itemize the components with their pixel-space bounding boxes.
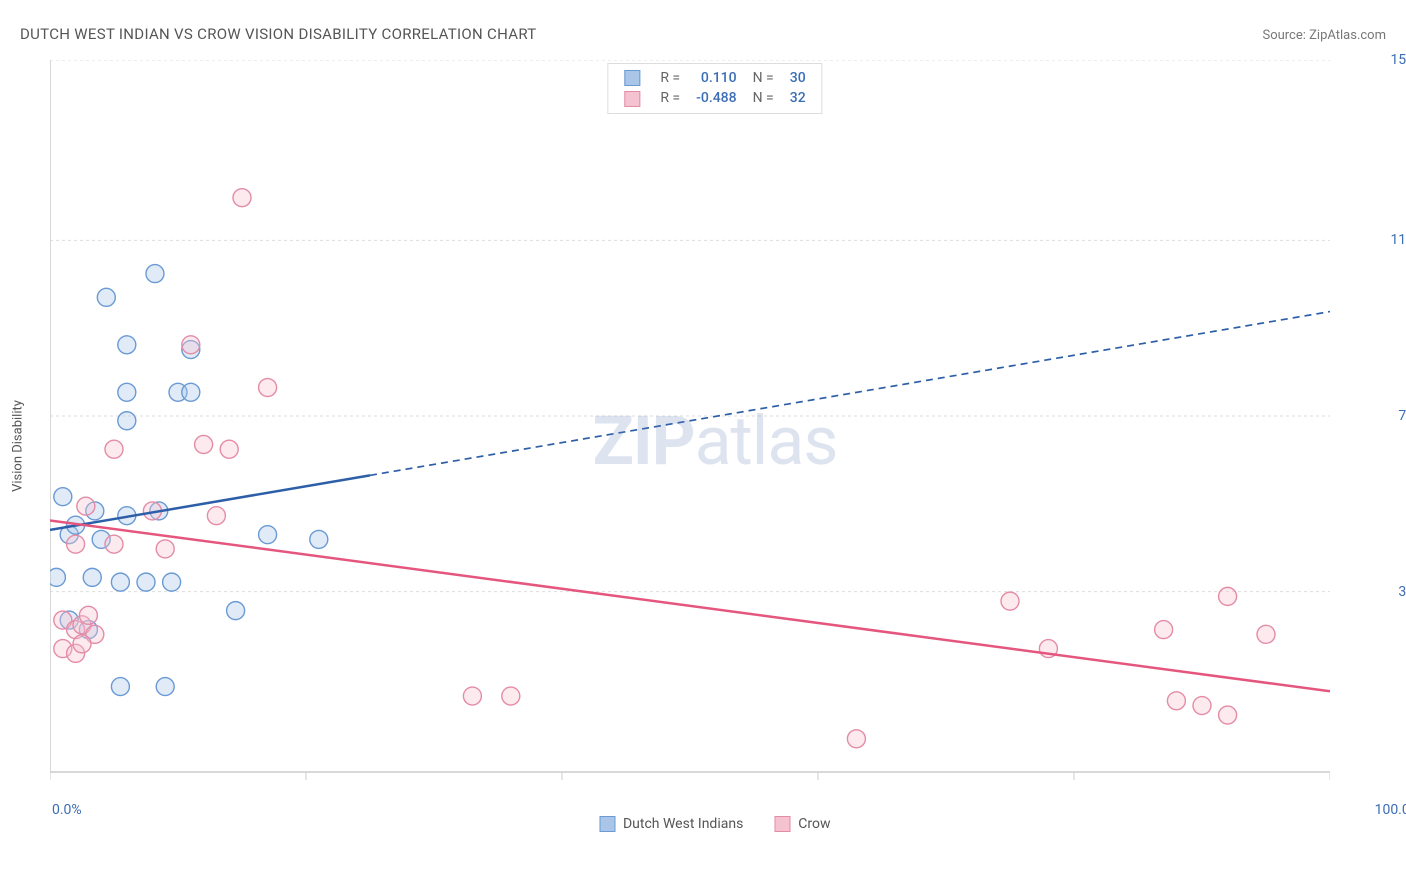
chart-title: DUTCH WEST INDIAN VS CROW VISION DISABIL… [20,25,537,43]
scatter-chart [50,60,1330,800]
legend-label: Dutch West Indians [623,816,743,832]
chart-container: ZIPatlas R = 0.110 N = 30 R = -0.488 N =… [50,60,1380,830]
legend-swatch-blue [624,70,640,86]
legend-label: Crow [798,816,830,832]
y-axis-label: Vision Disability [11,400,26,492]
source-attribution: Source: ZipAtlas.com [1262,28,1386,43]
n-value: 30 [782,68,814,88]
source-prefix: Source: [1262,28,1309,43]
y-tick-label: 11.2% [1390,232,1406,248]
n-label: N = [745,68,782,88]
legend-swatch-blue [599,816,615,832]
y-tick-label: 15.0% [1390,52,1406,68]
x-max-label: 100.0% [1375,802,1406,818]
r-label: R = [652,68,688,88]
legend-row: R = 0.110 N = 30 [616,68,813,88]
n-label: N = [745,88,782,108]
series-legend: Dutch West Indians Crow [585,816,844,832]
n-value: 32 [782,88,814,108]
y-tick-label: 3.8% [1398,584,1406,600]
legend-swatch-pink [775,816,791,832]
legend-item: Dutch West Indians [599,816,743,832]
legend-row: R = -0.488 N = 32 [616,88,813,108]
x-min-label: 0.0% [52,802,82,818]
r-label: R = [652,88,688,108]
y-tick-label: 7.5% [1398,408,1406,424]
r-value: -0.488 [688,88,744,108]
correlation-legend: R = 0.110 N = 30 R = -0.488 N = 32 [607,63,822,114]
source-link[interactable]: ZipAtlas.com [1309,28,1386,43]
legend-item: Crow [775,816,831,832]
legend-swatch-pink [624,91,640,107]
r-value: 0.110 [688,68,744,88]
